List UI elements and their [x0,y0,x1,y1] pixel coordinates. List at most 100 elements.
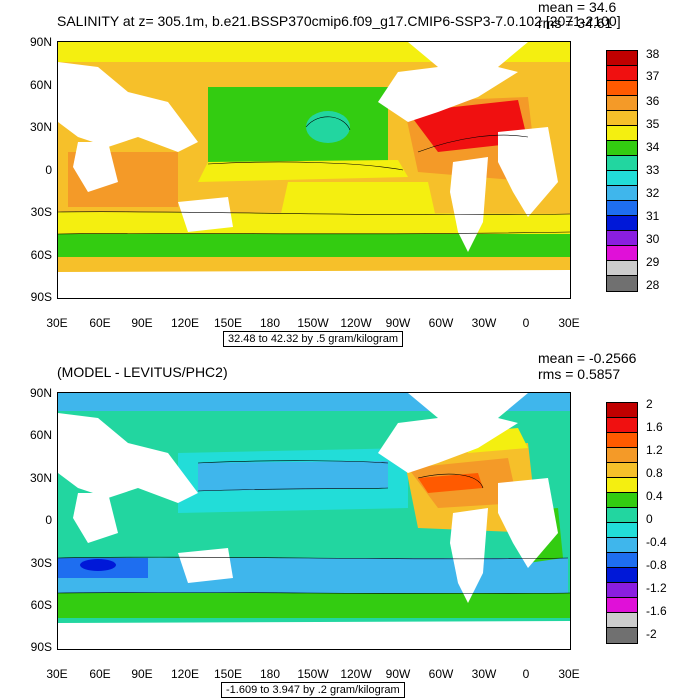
lon-label: 60E [89,667,111,681]
lat-label: 60S [30,598,52,612]
lon-label: 150W [297,667,329,681]
colorbar-swatch [607,66,637,81]
colorbar-swatch [607,171,637,186]
colorbar-swatch [607,478,637,493]
plot-title: (MODEL - LEVITUS/PHC2) [57,364,228,380]
colorbar-label: -2 [646,627,657,641]
land-north-america [378,62,518,122]
colorbar-label: 0.8 [646,466,663,480]
land-africa [498,478,558,568]
lon-label: 30W [471,667,497,681]
colorbar-swatch [607,523,637,538]
colorbar-swatch [607,448,637,463]
colorbar-swatch [607,126,637,141]
lon-label: 60E [89,316,111,330]
colorbar-swatch [607,201,637,216]
colorbar-label: 29 [646,255,660,269]
atlantic-max [418,473,483,493]
lat-label: 30S [30,556,52,570]
lon-label: 0 [522,316,530,330]
colorbar-swatch [607,111,637,126]
colorbar-label: -0.4 [646,535,667,549]
colorbar-swatch [607,403,637,418]
lon-label: 30E [46,316,68,330]
land-antarctica [58,270,570,298]
lon-label: 30W [471,316,497,330]
contour-info-caption: 32.48 to 42.32 by .5 gram/kilogram [223,331,403,347]
colorbar-swatch [607,96,637,111]
subpolar-band [58,593,570,618]
lon-label: 150E [213,667,243,681]
lat-label: 90N [29,35,52,49]
colorbar-label: -0.8 [646,558,667,572]
lat-label: 60N [29,428,52,442]
salinity-map [57,41,571,299]
land-south-america [450,157,488,252]
colorbar-label: 1.6 [646,420,663,434]
difference-map-svg [58,393,570,649]
colorbar-label: 2 [646,397,653,411]
colorbar-swatch [607,598,637,613]
colorbar-label: 28 [646,278,660,292]
land-greenland [408,393,528,418]
colorbar-label: 34 [646,140,660,154]
land-australia [178,197,233,232]
colorbar-swatch [607,261,637,276]
colorbar-swatch [607,583,637,598]
colorbar-swatch [607,186,637,201]
colorbar-swatch [607,246,637,261]
land-greenland [408,42,528,67]
lon-label: 180 [259,667,281,681]
indian-minimum [80,559,116,571]
land-africa-east [73,493,118,543]
land-south-america [450,508,488,603]
lon-label: 30E [558,316,580,330]
southern-fresh-band [58,232,570,257]
mean-value: mean = 34.6 [538,0,617,15]
colorbar-swatch [607,418,637,433]
lat-label: 90S [30,640,52,654]
colorbar-swatch [607,276,637,291]
colorbar-swatch [607,156,637,171]
lon-label: 60W [428,667,454,681]
colorbar-swatch [607,216,637,231]
colorbar-label: 35 [646,117,660,131]
land-north-america [378,413,518,473]
lon-label: 120W [340,316,372,330]
land-africa-east [73,142,118,192]
colorbar-label: 31 [646,209,660,223]
lon-label: 120E [170,667,200,681]
rms-value: rms = 0.5857 [538,366,621,382]
colorbar-swatch [607,81,637,96]
salinity-panel: SALINITY at z= 305.1m, b.e21.BSSP370cmip… [29,0,660,347]
contour-lines [58,116,570,235]
lon-label: 90W [385,316,411,330]
difference-map [57,392,571,650]
colorbar-label: 38 [646,47,660,61]
colorbar-label: 37 [646,69,660,83]
colorbar-label: -1.6 [646,604,667,618]
lon-label: 180 [259,316,281,330]
lat-label: 60S [30,248,52,262]
lon-label: 0 [522,667,530,681]
colorbar-label: 30 [646,232,660,246]
land-eurasia [58,62,198,152]
colorbar-swatch [607,613,637,628]
colorbar-swatch [607,628,637,643]
south-pacific-band [278,182,438,227]
salinity-map-svg [58,42,570,298]
colorbar-swatch [607,51,637,66]
lat-label: 90S [30,290,52,304]
colorbar-label: 33 [646,163,660,177]
lat-label: 30S [30,205,52,219]
colorbar-swatch [607,553,637,568]
colorbar [606,402,638,644]
colorbar-swatch [607,568,637,583]
lon-label: 60W [428,316,454,330]
lat-label: 60N [29,78,52,92]
lon-label: 150W [297,316,329,330]
lon-label: 90E [131,316,153,330]
colorbar-swatch [607,463,637,478]
lon-label: 150E [213,316,243,330]
colorbar-label: 0 [646,512,653,526]
